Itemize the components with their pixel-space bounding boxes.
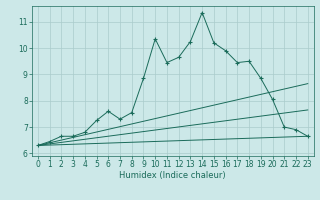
X-axis label: Humidex (Indice chaleur): Humidex (Indice chaleur) <box>119 171 226 180</box>
